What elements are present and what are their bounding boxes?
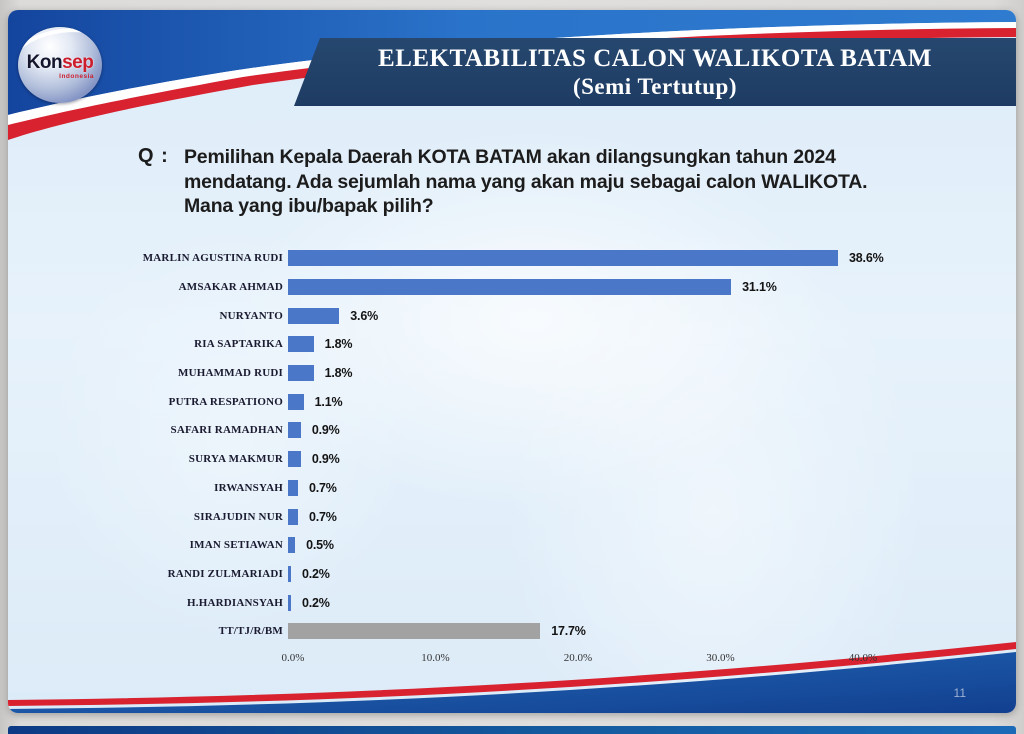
bar-label: SURYA MAKMUR xyxy=(188,453,283,466)
konsep-logo: Konsep Indonesia xyxy=(18,27,102,103)
x-axis: 0.0% 10.0% 20.0% 30.0% 40.0% xyxy=(8,652,1016,668)
bar-label: IRWANSYAH xyxy=(214,481,283,494)
slide: Konsep Indonesia ELEKTABILITAS CALON WAL… xyxy=(8,10,1016,713)
chart-row: SIRAJUDIN NUR 0.7% xyxy=(8,502,1016,531)
bar xyxy=(288,365,314,382)
bar-value: 1.8% xyxy=(324,337,353,352)
chart-row: MARLIN AGUSTINA RUDI 38.6% xyxy=(8,244,1016,273)
bar xyxy=(288,479,298,496)
bar-value: 17.7% xyxy=(551,624,586,639)
bar xyxy=(288,279,732,296)
brand-part2: sep xyxy=(62,52,94,73)
bar-value: 0.2% xyxy=(302,595,330,610)
bar-value: 3.6% xyxy=(350,308,378,323)
question-block: Q : Pemilihan Kepala Daerah KOTA BATAM a… xyxy=(138,145,868,219)
question-text: Pemilihan Kepala Daerah KOTA BATAM akan … xyxy=(184,145,868,219)
x-axis-tick: 10.0% xyxy=(421,652,450,664)
x-axis-tick: 20.0% xyxy=(563,652,593,664)
slide-title-line1: ELEKTABILITAS CALON WALIKOTA BATAM xyxy=(378,45,932,73)
bar-value: 0.9% xyxy=(311,423,340,438)
chart-row: IRWANSYAH 0.7% xyxy=(8,474,1016,503)
bar-label: MUHAMMAD RUDI xyxy=(178,367,283,380)
chart-row: PUTRA RESPATIONO 1.1% xyxy=(8,387,1016,416)
x-axis-tick: 30.0% xyxy=(706,652,735,664)
page-number: 11 xyxy=(953,686,966,700)
bar-value: 0.9% xyxy=(311,452,340,467)
bar xyxy=(288,623,541,640)
chart-row: NURYANTO 3.6% xyxy=(8,301,1016,330)
bar xyxy=(288,422,301,439)
x-axis-tick: 0.0% xyxy=(281,652,305,664)
question-line: Pemilihan Kepala Daerah KOTA BATAM akan … xyxy=(184,146,836,168)
bar xyxy=(288,508,298,525)
bar-label: IMAN SETIAWAN xyxy=(189,539,283,552)
brand-text: Konsep xyxy=(18,53,102,72)
bar xyxy=(288,393,304,410)
bar xyxy=(288,594,291,611)
brand-subtitle: Indonesia xyxy=(59,73,94,80)
bar-value: 0.2% xyxy=(302,566,330,581)
slide-title-line2: (Semi Tertutup) xyxy=(572,74,738,100)
bar-label: PUTRA RESPATIONO xyxy=(168,395,283,408)
bar xyxy=(288,336,314,353)
bar-label: AMSAKAR AHMAD xyxy=(178,281,283,294)
bar xyxy=(288,307,340,324)
bar-label: RIA SAPTARIKA xyxy=(194,338,283,351)
question-line: Mana yang ibu/bapak pilih? xyxy=(184,195,434,218)
bar-value: 38.6% xyxy=(849,251,884,266)
chart-row: IMAN SETIAWAN 0.5% xyxy=(8,531,1016,560)
bar-value: 1.8% xyxy=(324,366,353,381)
chart-row: AMSAKAR AHMAD 31.1% xyxy=(8,273,1016,302)
chart-row: SURYA MAKMUR 0.9% xyxy=(8,445,1016,474)
bar-value: 1.1% xyxy=(314,394,343,409)
bar-label: MARLIN AGUSTINA RUDI xyxy=(142,252,283,265)
bar xyxy=(288,451,301,468)
next-slide-strip xyxy=(8,726,1016,734)
bar-label: SAFARI RAMADHAN xyxy=(170,424,283,437)
bar-label: H.HARDIANSYAH xyxy=(186,596,283,609)
brand-part1: Kon xyxy=(26,52,63,73)
globe-icon xyxy=(18,27,102,103)
x-axis-tick: 40.0% xyxy=(848,652,878,664)
bar-value: 0.5% xyxy=(306,538,334,553)
bar-label: RANDI ZULMARIADI xyxy=(167,567,283,580)
bar xyxy=(288,537,296,554)
header-banner: ELEKTABILITAS CALON WALIKOTA BATAM (Semi… xyxy=(294,38,1016,106)
bar-value: 31.1% xyxy=(742,280,777,295)
question-line: mendatang. Ada sejumlah nama yang akan m… xyxy=(184,170,868,193)
bar-label: TT/TJ/R/BM xyxy=(218,625,283,638)
bar-label: NURYANTO xyxy=(219,309,283,322)
chart-row: H.HARDIANSYAH 0.2% xyxy=(8,588,1016,617)
question-label: Q : xyxy=(138,145,169,167)
bar-value: 0.7% xyxy=(308,509,337,524)
bar-value: 0.7% xyxy=(308,480,337,495)
chart-row: MUHAMMAD RUDI 1.8% xyxy=(8,359,1016,388)
bar-label: SIRAJUDIN NUR xyxy=(193,510,283,523)
bar-chart: MARLIN AGUSTINA RUDI 38.6% AMSAKAR AHMAD 31… xyxy=(8,244,1016,646)
chart-row: RIA SAPTARIKA 1.8% xyxy=(8,330,1016,359)
chart-row: RANDI ZULMARIADI 0.2% xyxy=(8,560,1016,589)
bar xyxy=(288,250,839,267)
chart-row: SAFARI RAMADHAN 0.9% xyxy=(8,416,1016,445)
chart-row: TT/TJ/R/BM 17.7% xyxy=(8,617,1016,646)
bar xyxy=(288,565,291,582)
bottom-wave-decoration xyxy=(8,642,1016,713)
